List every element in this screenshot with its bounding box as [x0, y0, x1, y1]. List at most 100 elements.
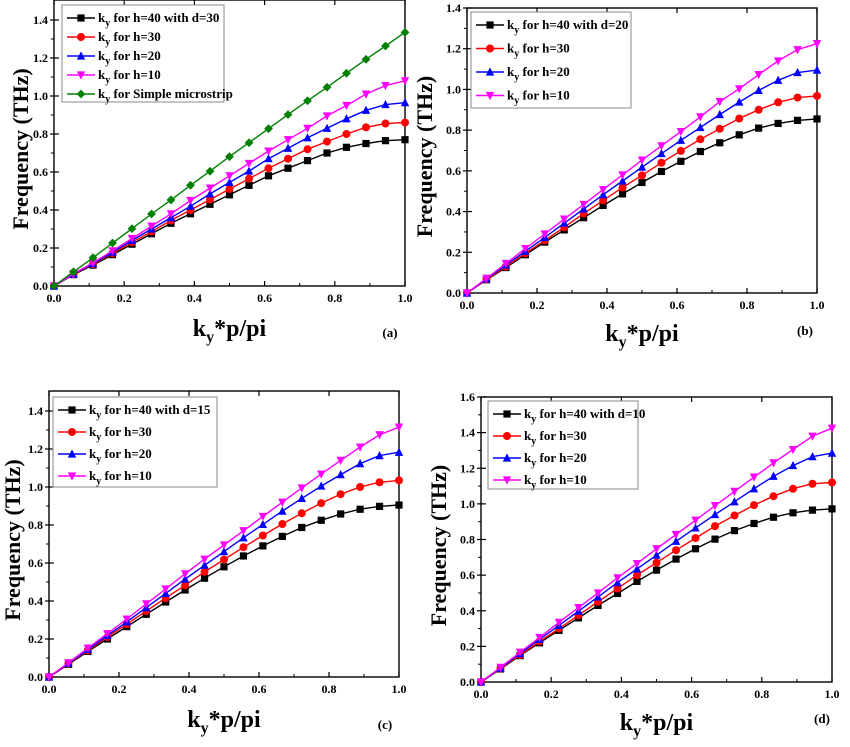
y-tick-label: 1.0: [460, 497, 475, 511]
data-point: [166, 210, 176, 219]
x-axis-title: ky*p/pi: [605, 321, 679, 351]
data-point: [322, 82, 332, 92]
data-point: [462, 289, 472, 298]
data-point: [735, 131, 743, 139]
data-point: [239, 527, 248, 536]
data-point: [44, 673, 54, 682]
data-point: [361, 90, 371, 99]
series-3: [462, 40, 822, 298]
data-point: [245, 174, 254, 183]
legend-swatch-marker: [77, 14, 85, 22]
panel-3: 0.0 0.2 0.4 0.6 0.8 1.0 0.0 0.2 0.4 0.6 0.8 1.0 1.2 1…: [426, 390, 840, 740]
legend-swatch-marker: [503, 432, 511, 440]
x-axis-title-rest: *p/pi: [214, 316, 266, 342]
legend-label-rest: for h=30: [110, 29, 161, 44]
panel-label: (a): [382, 325, 397, 340]
series-1: [463, 91, 821, 297]
data-point: [632, 564, 642, 573]
y-tick-label: 1.2: [33, 51, 48, 65]
data-point: [356, 483, 365, 491]
legend-item: ky for h=40 with d=15: [58, 402, 211, 421]
x-axis-title-sub: y: [633, 723, 641, 740]
data-point: [808, 506, 817, 514]
legend-label-sub: y: [531, 414, 536, 425]
legend-box: [470, 11, 632, 109]
legend-swatch-marker: [486, 21, 494, 29]
y-tick-label: 1.2: [446, 42, 461, 56]
legend-label-sub: y: [96, 432, 101, 443]
data-point: [259, 542, 267, 550]
legend-label-rest: for h=10: [519, 88, 570, 103]
data-point: [618, 171, 627, 180]
legend-swatch-marker: [76, 51, 86, 60]
series-group: [476, 424, 837, 687]
data-point: [303, 145, 312, 154]
legend-label-rest: for h=10: [536, 472, 587, 487]
series-line: [480, 508, 833, 683]
data-point: [200, 574, 209, 582]
data-point: [220, 563, 228, 571]
y-tick-label: 1.0: [446, 82, 461, 96]
legend-label-rest: for h=10: [101, 468, 152, 483]
legend-label-rest: for h=20: [519, 64, 570, 79]
data-point: [264, 172, 273, 180]
data-point: [219, 547, 229, 556]
legend-swatch-marker: [68, 406, 76, 414]
x-tick-label: 1.0: [825, 687, 840, 701]
legend-label-main: k: [98, 86, 106, 101]
y-axis-title: Frequency (THz): [426, 465, 451, 627]
data-point: [375, 478, 384, 487]
y-tick-label: 1.6: [460, 390, 475, 404]
data-point: [521, 245, 530, 254]
y-tick-label: 1.0: [33, 89, 48, 103]
data-point: [220, 555, 228, 564]
legend-swatch-marker: [485, 67, 495, 76]
data-point: [200, 560, 209, 569]
data-point: [754, 105, 763, 114]
legend-label-main: k: [89, 446, 97, 461]
legend-swatch-marker: [76, 89, 86, 99]
panel-1: 0.0 0.2 0.4 0.6 0.8 1.0 0.0 0.2 0.4 0.6 0.8 1.0 1.2 1…: [412, 1, 825, 351]
x-tick-label: 0.0: [42, 682, 57, 696]
panel-label: (d): [814, 711, 830, 726]
data-point: [789, 484, 798, 493]
data-point: [245, 181, 253, 189]
legend-label: ky for h=30: [89, 424, 152, 443]
data-point: [593, 589, 603, 598]
x-tick-label: 0.6: [670, 298, 685, 312]
legend-label-sub: y: [105, 37, 110, 48]
x-tick-label: 0.0: [47, 291, 62, 305]
data-point: [554, 618, 564, 627]
legend-label-rest: for h=20: [536, 450, 587, 465]
data-point: [394, 423, 404, 432]
data-point: [788, 460, 798, 470]
data-point: [278, 506, 287, 515]
series-3: [476, 424, 837, 687]
legend-label-rest: for h=40 with d=15: [101, 402, 211, 417]
y-tick-label: 0.4: [460, 604, 475, 618]
data-point: [297, 484, 306, 493]
data-point: [342, 101, 351, 111]
data-point: [361, 54, 371, 64]
legend-label: ky for h=30: [98, 29, 161, 48]
data-point: [749, 484, 759, 493]
x-tick-label: 0.4: [187, 291, 202, 305]
series-0: [463, 115, 821, 297]
y-tick-label: 0.6: [33, 165, 48, 179]
x-tick-label: 0.4: [614, 687, 629, 701]
data-point: [161, 585, 170, 594]
series-1: [50, 118, 409, 290]
data-point: [482, 274, 491, 283]
y-tick-label: 1.4: [446, 1, 461, 15]
series-1: [477, 478, 836, 686]
data-point: [827, 424, 837, 433]
data-point: [83, 644, 93, 653]
data-point: [793, 46, 802, 55]
data-point: [754, 70, 763, 80]
legend-item: ky for h=40 with d=10: [493, 406, 645, 425]
data-point: [258, 519, 268, 529]
y-tick-label: 0.2: [33, 241, 48, 255]
legend-swatch-marker: [77, 33, 85, 41]
